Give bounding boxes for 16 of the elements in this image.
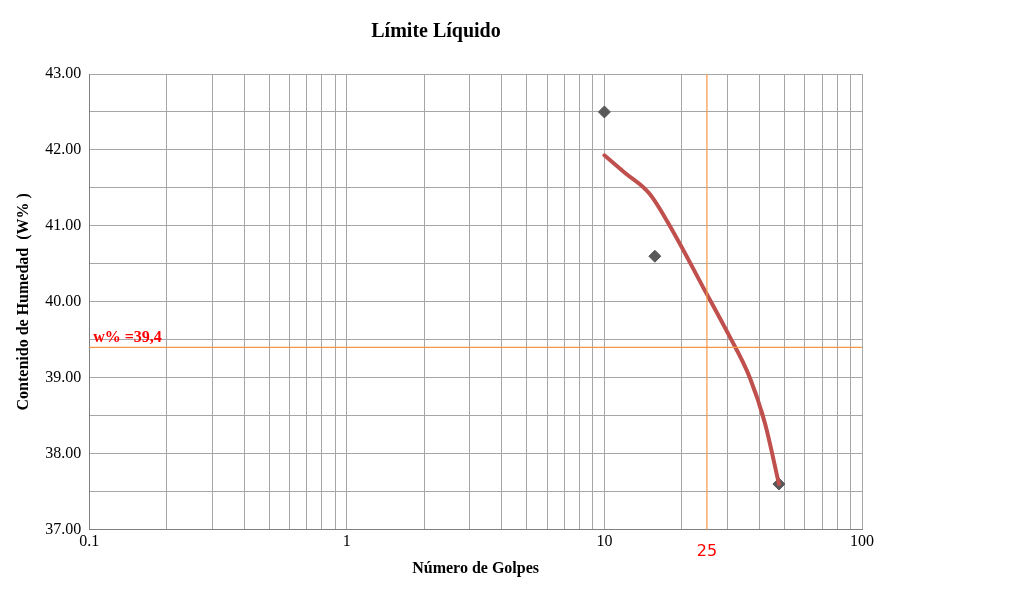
- x-tick-label: 10: [596, 532, 613, 550]
- y-tick-label: 42.00: [45, 140, 82, 158]
- x-tick-label: 1: [342, 532, 351, 550]
- ref-line-label: 25: [696, 540, 718, 560]
- y-tick-label: 37.00: [45, 519, 82, 537]
- ref-line-label: w% =39,4: [93, 327, 162, 345]
- y-axis-title: Contenido de Humedad (W% ): [13, 193, 32, 411]
- y-tick-label: 41.00: [45, 216, 82, 234]
- y-tick-label: 38.00: [45, 443, 82, 461]
- x-axis-title: Número de Golpes: [412, 558, 540, 577]
- y-tick-label: 40.00: [45, 292, 82, 309]
- y-tick-label: 43.00: [45, 64, 82, 82]
- x-tick-label: 100: [850, 532, 874, 550]
- y-tick-label: 39.00: [45, 367, 82, 385]
- chart-title: Límite Líquido: [371, 19, 501, 43]
- x-tick-label: 0.1: [79, 532, 100, 550]
